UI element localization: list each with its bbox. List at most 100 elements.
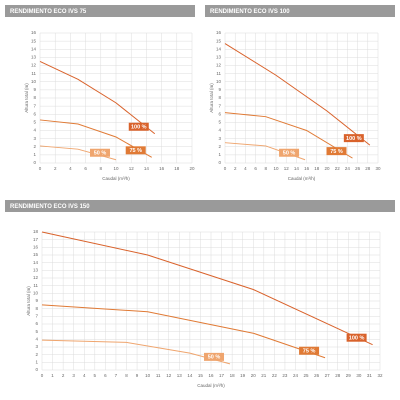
y-tick-label: 8 [35, 306, 38, 311]
x-tick-label: 16 [208, 373, 214, 378]
y-tick-label: 12 [31, 63, 37, 68]
y-tick-label: 6 [35, 321, 38, 326]
curve-label-box [299, 346, 320, 355]
y-tick-label: 7 [35, 314, 38, 319]
x-tick-label: 24 [293, 373, 299, 378]
y-tick-label: 18 [33, 229, 39, 234]
y-tick-label: 0 [33, 160, 36, 165]
y-tick-label: 15 [33, 252, 39, 257]
y-axis-title: Altura total (m) [209, 83, 214, 113]
x-tick-label: 6 [254, 166, 257, 171]
x-tick-label: 0 [39, 166, 42, 171]
curve-label-box [90, 148, 110, 157]
y-tick-label: 10 [33, 291, 39, 296]
y-tick-label: 1 [218, 152, 221, 157]
y-tick-label: 2 [218, 144, 221, 149]
y-tick-label: 2 [33, 144, 36, 149]
chart-title: RENDIMIENTO ECO IVS 150 [10, 204, 90, 210]
x-tick-label: 2 [54, 166, 57, 171]
x-tick-label: 30 [375, 166, 381, 171]
x-tick-label: 19 [240, 373, 246, 378]
x-tick-label: 4 [83, 373, 86, 378]
y-tick-label: 13 [31, 55, 37, 60]
x-tick-label: 10 [145, 373, 151, 378]
x-tick-label: 13 [177, 373, 183, 378]
y-tick-label: 16 [33, 245, 39, 250]
y-tick-label: 13 [33, 268, 39, 273]
x-tick-label: 12 [284, 166, 290, 171]
x-tick-label: 14 [144, 166, 150, 171]
x-tick-label: 18 [314, 166, 320, 171]
y-tick-label: 0 [35, 367, 38, 372]
y-tick-label: 5 [33, 120, 36, 125]
x-tick-label: 28 [335, 373, 341, 378]
x-tick-label: 0 [224, 166, 227, 171]
curve-label: 50 % [208, 355, 221, 361]
y-tick-label: 4 [35, 337, 38, 342]
x-tick-label: 14 [187, 373, 193, 378]
x-tick-label: 26 [355, 166, 361, 171]
y-tick-label: 4 [33, 128, 36, 133]
x-tick-label: 12 [166, 373, 172, 378]
curve-label-box [279, 148, 300, 157]
x-tick-label: 9 [136, 373, 139, 378]
x-tick-label: 2 [234, 166, 237, 171]
x-tick-label: 18 [230, 373, 236, 378]
y-tick-label: 14 [31, 46, 37, 51]
x-tick-label: 8 [100, 166, 103, 171]
y-tick-label: 14 [33, 260, 39, 265]
header-bar [5, 200, 395, 212]
x-tick-label: 6 [84, 166, 87, 171]
curve-label: 100 % [346, 136, 362, 142]
y-tick-label: 12 [33, 275, 39, 280]
x-tick-label: 23 [282, 373, 288, 378]
y-tick-label: 4 [218, 128, 221, 133]
x-tick-label: 5 [94, 373, 97, 378]
x-tick-label: 10 [113, 166, 119, 171]
x-tick-label: 26 [314, 373, 320, 378]
y-tick-label: 6 [218, 111, 221, 116]
y-tick-label: 6 [33, 111, 36, 116]
x-tick-label: 30 [356, 373, 362, 378]
x-tick-label: 4 [244, 166, 247, 171]
y-tick-label: 11 [216, 71, 221, 76]
x-tick-label: 7 [115, 373, 118, 378]
x-tick-label: 24 [345, 166, 351, 171]
x-tick-label: 20 [251, 373, 257, 378]
curve [39, 60, 156, 135]
x-axis-title: Caudal (m³/h) [288, 176, 316, 181]
y-tick-label: 1 [33, 152, 36, 157]
x-tick-label: 12 [129, 166, 135, 171]
curve-label: 100 % [131, 125, 147, 131]
curve [41, 304, 326, 359]
y-tick-label: 5 [35, 329, 38, 334]
y-tick-label: 2 [35, 352, 38, 357]
x-tick-label: 0 [41, 373, 44, 378]
x-tick-label: 20 [324, 166, 330, 171]
curve-label: 50 % [283, 151, 296, 157]
x-tick-label: 29 [346, 373, 352, 378]
y-tick-label: 1 [35, 360, 38, 365]
x-tick-label: 14 [294, 166, 300, 171]
y-tick-label: 7 [218, 103, 221, 108]
curve [41, 231, 373, 346]
y-tick-label: 13 [216, 55, 222, 60]
header-bar [5, 5, 195, 17]
x-tick-label: 25 [304, 373, 310, 378]
x-tick-label: 6 [104, 373, 107, 378]
x-tick-label: 15 [198, 373, 204, 378]
y-tick-label: 0 [218, 160, 221, 165]
x-tick-label: 8 [125, 373, 128, 378]
x-tick-label: 27 [325, 373, 331, 378]
curve-label: 100 % [349, 336, 365, 342]
x-tick-label: 3 [72, 373, 75, 378]
x-tick-label: 16 [159, 166, 165, 171]
curve-label: 75 % [303, 349, 316, 355]
chart-title: RENDIMIENTO ECO IVS 75 [10, 9, 87, 15]
y-tick-label: 8 [218, 95, 221, 100]
y-tick-label: 5 [218, 120, 221, 125]
y-tick-label: 15 [31, 38, 37, 43]
curve-label-box [128, 122, 149, 131]
x-tick-label: 31 [367, 373, 373, 378]
